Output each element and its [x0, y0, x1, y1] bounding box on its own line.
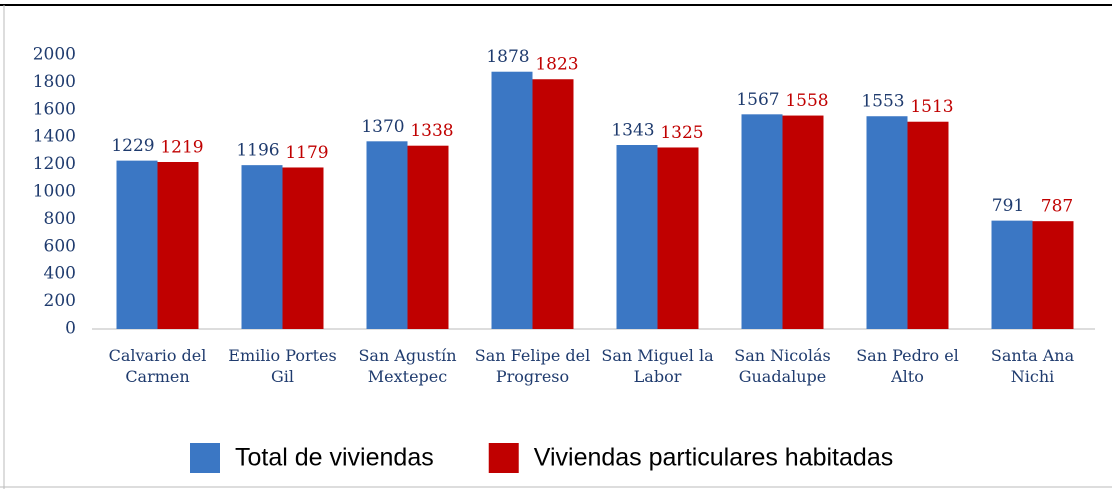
- x-tick-label: San Nicolás Guadalupe: [734, 346, 831, 386]
- legend-label: Viviendas particulares habitadas: [534, 444, 894, 472]
- x-tick-label: San Agustín Mextepec: [358, 346, 457, 386]
- data-label: 1219: [160, 137, 203, 157]
- data-label: 1558: [785, 91, 828, 111]
- y-tick-label: 1600: [33, 99, 76, 119]
- x-tick-label: San Miguel la Labor: [601, 346, 714, 386]
- bar: [532, 79, 574, 330]
- bar: [782, 115, 824, 329]
- data-label: 791: [992, 196, 1024, 216]
- data-label: 1878: [486, 47, 529, 67]
- data-label: 1553: [861, 92, 904, 112]
- y-tick-label: 400: [44, 264, 76, 284]
- x-tick-label: Santa Ana Nichi: [990, 346, 1075, 386]
- data-label: 1229: [111, 136, 154, 156]
- y-tick-label: 1000: [33, 182, 76, 202]
- y-tick-label: 1800: [33, 72, 76, 92]
- data-label: 1325: [660, 123, 703, 143]
- bar: [282, 167, 324, 329]
- bar: [407, 145, 449, 329]
- bar: [741, 114, 783, 329]
- bar: [907, 121, 949, 330]
- bar: [241, 165, 283, 329]
- y-tick-label: 600: [44, 236, 76, 256]
- bar: [866, 116, 908, 329]
- data-label: 1370: [361, 117, 404, 137]
- y-tick-label: 1400: [33, 127, 76, 147]
- data-label: 1567: [736, 90, 779, 110]
- data-label: 1513: [910, 97, 953, 117]
- data-label: 1338: [410, 121, 453, 141]
- bar: [616, 145, 658, 329]
- legend-swatch: [488, 443, 519, 473]
- y-tick-label: 0: [65, 319, 76, 339]
- bar: [116, 160, 158, 329]
- bar: [366, 141, 408, 329]
- y-tick-label: 1200: [33, 154, 76, 174]
- x-tick-label: Emilio Portes Gil: [228, 346, 337, 386]
- bar: [491, 71, 533, 330]
- data-label: 1196: [236, 141, 279, 161]
- data-label: 1179: [285, 143, 328, 163]
- bar: [1032, 221, 1074, 329]
- y-tick-label: 2000: [33, 45, 76, 65]
- y-tick-label: 200: [44, 291, 76, 311]
- y-tick-label: 800: [44, 209, 76, 229]
- bar: [157, 161, 199, 329]
- legend-label: Total de viviendas: [235, 444, 434, 472]
- bar: [991, 220, 1033, 329]
- x-tick-label: San Felipe del Progreso: [474, 346, 591, 386]
- x-tick-label: Calvario del Carmen: [108, 346, 207, 386]
- data-label: 1823: [535, 55, 578, 75]
- x-tick-label: San Pedro el Alto: [856, 346, 959, 386]
- data-label: 787: [1041, 197, 1073, 217]
- bar: [657, 147, 699, 329]
- data-label: 1343: [611, 121, 654, 141]
- legend-swatch: [190, 443, 220, 473]
